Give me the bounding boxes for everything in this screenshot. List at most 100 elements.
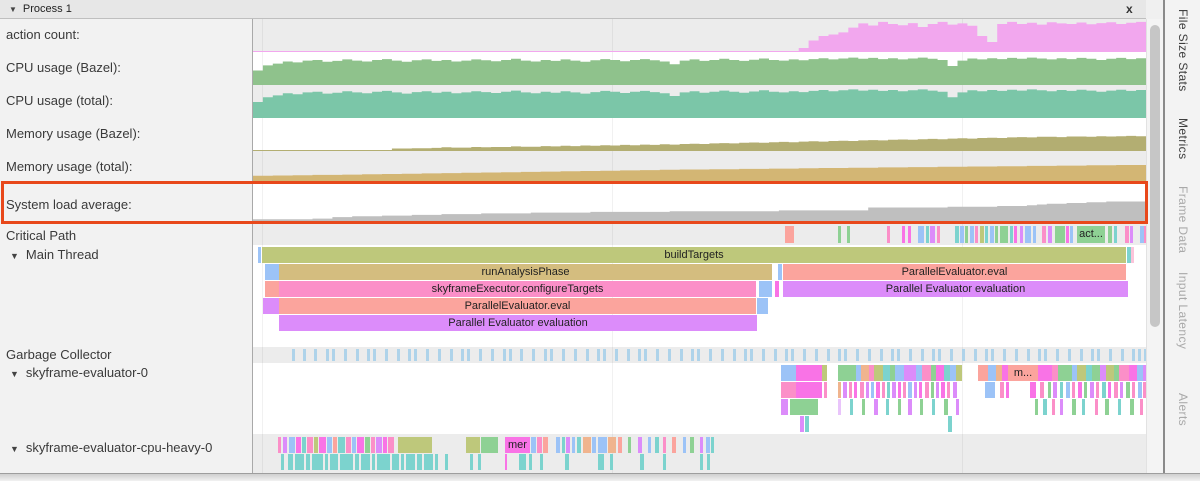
cpu-heavy-slice[interactable]	[537, 437, 542, 453]
evaluator-slice[interactable]	[950, 365, 956, 381]
gc-tick[interactable]	[397, 349, 400, 361]
gc-tick[interactable]	[450, 349, 453, 361]
cpu-heavy-slice[interactable]	[543, 437, 548, 453]
evaluator-slice[interactable]	[1040, 382, 1044, 398]
cpu-heavy-slice[interactable]	[478, 454, 481, 470]
evaluator-slice[interactable]	[1052, 399, 1055, 415]
evaluator-slice[interactable]	[903, 382, 906, 398]
cpu-heavy-slice[interactable]	[306, 454, 310, 470]
cpu-heavy-slice[interactable]	[640, 454, 644, 470]
evaluator-slice[interactable]	[1118, 399, 1121, 415]
evaluator-slice[interactable]	[1082, 399, 1085, 415]
gc-tick[interactable]	[467, 349, 470, 361]
cpu-heavy-slice[interactable]	[608, 437, 616, 453]
critical-path-slice[interactable]	[980, 226, 984, 243]
gc-tick[interactable]	[668, 349, 671, 361]
gc-tick[interactable]	[1056, 349, 1059, 361]
tab-file-size-stats[interactable]: File Size Stats	[1176, 9, 1190, 92]
critical-path-slice[interactable]	[1020, 226, 1023, 243]
cpu-heavy-slice[interactable]	[398, 437, 432, 453]
cpu-heavy-slice[interactable]	[357, 437, 364, 453]
critical-path-slice[interactable]	[1025, 226, 1031, 243]
cpu-heavy-slice[interactable]	[566, 437, 570, 453]
gc-tick[interactable]	[509, 349, 512, 361]
gc-tick[interactable]	[932, 349, 935, 361]
evaluator-slice[interactable]	[1120, 382, 1123, 398]
vertical-scrollbar[interactable]	[1146, 19, 1163, 473]
critical-path-slice[interactable]	[985, 226, 988, 243]
critical-path-slice[interactable]	[918, 226, 924, 243]
critical-path-slice[interactable]	[970, 226, 974, 243]
evaluator-slice[interactable]	[892, 382, 896, 398]
gc-tick[interactable]	[721, 349, 724, 361]
critical-path-slice[interactable]	[960, 226, 964, 243]
gc-tick[interactable]	[880, 349, 883, 361]
evaluator-slice-labeled[interactable]: m...	[1008, 365, 1038, 381]
cpu-heavy-slice[interactable]	[281, 454, 284, 470]
evaluator-slice[interactable]	[898, 399, 901, 415]
critical-path-slice[interactable]	[1125, 226, 1129, 243]
cpu-heavy-slice[interactable]	[314, 437, 318, 453]
cpu-heavy-slice[interactable]	[319, 437, 326, 453]
gc-tick[interactable]	[909, 349, 912, 361]
cpu-heavy-slice[interactable]	[711, 437, 714, 453]
evaluator-slice[interactable]	[876, 382, 880, 398]
evaluator-slice[interactable]	[1030, 382, 1036, 398]
evaluator-slice[interactable]	[874, 365, 883, 381]
gc-tick[interactable]	[314, 349, 317, 361]
evaluator-slice[interactable]	[869, 365, 874, 381]
gc-tick[interactable]	[562, 349, 565, 361]
track-label-skyframe-evaluator-0[interactable]: ▼ skyframe-evaluator-0	[10, 365, 149, 380]
gc-tick[interactable]	[408, 349, 411, 361]
gc-tick[interactable]	[479, 349, 482, 361]
evaluator-slice[interactable]	[1129, 365, 1137, 381]
evaluator-slice[interactable]	[947, 382, 950, 398]
evaluator-slice[interactable]	[781, 365, 796, 381]
gc-tick[interactable]	[750, 349, 753, 361]
gc-tick[interactable]	[950, 349, 953, 361]
evaluator-slice[interactable]	[925, 382, 929, 398]
gc-tick[interactable]	[303, 349, 306, 361]
gc-tick[interactable]	[597, 349, 600, 361]
evaluator-slice[interactable]	[1090, 382, 1094, 398]
evaluator-slice[interactable]	[1132, 382, 1135, 398]
evaluator-slice[interactable]	[790, 399, 818, 415]
evaluator-slice[interactable]	[1086, 365, 1092, 381]
gc-tick[interactable]	[1097, 349, 1100, 361]
counter-chart-action-count-[interactable]	[253, 19, 1146, 52]
gc-tick[interactable]	[785, 349, 788, 361]
counter-chart-cpu-usage-total-[interactable]	[253, 85, 1146, 118]
evaluator-slice[interactable]	[920, 399, 923, 415]
evaluator-slice[interactable]	[932, 399, 935, 415]
main-thread-slice[interactable]	[757, 298, 768, 314]
gc-tick[interactable]	[532, 349, 535, 361]
horizontal-scrollbar[interactable]	[0, 473, 1200, 481]
cpu-heavy-slice[interactable]	[556, 437, 560, 453]
cpu-heavy-slice[interactable]	[505, 454, 507, 470]
evaluator-slice[interactable]	[843, 382, 847, 398]
collapse-arrow-icon[interactable]: ▼	[10, 369, 19, 379]
gc-tick[interactable]	[856, 349, 859, 361]
main-thread-slice[interactable]	[265, 281, 279, 297]
cpu-heavy-slice[interactable]	[352, 437, 356, 453]
cpu-heavy-slice[interactable]	[519, 454, 526, 470]
evaluator-slice[interactable]	[985, 382, 995, 398]
cpu-heavy-slice[interactable]	[598, 437, 607, 453]
cpu-heavy-slice[interactable]	[417, 454, 422, 470]
evaluator-slice[interactable]	[898, 382, 901, 398]
evaluator-slice[interactable]	[1072, 382, 1075, 398]
gc-tick[interactable]	[762, 349, 765, 361]
evaluator-slice[interactable]	[838, 399, 841, 415]
cpu-heavy-slice[interactable]	[376, 437, 382, 453]
critical-path-slice[interactable]	[955, 226, 959, 243]
cpu-heavy-slice[interactable]	[283, 437, 287, 453]
evaluator-slice[interactable]	[1102, 382, 1106, 398]
cpu-heavy-slice[interactable]	[338, 437, 345, 453]
gc-tick[interactable]	[921, 349, 924, 361]
counter-chart-cpu-usage-bazel-[interactable]	[253, 52, 1146, 85]
evaluator-slice[interactable]	[838, 365, 856, 381]
cpu-heavy-slice[interactable]	[312, 454, 323, 470]
critical-path-slice[interactable]	[838, 226, 841, 243]
main-thread-slice[interactable]	[1131, 247, 1134, 263]
evaluator-slice[interactable]	[1143, 382, 1146, 398]
